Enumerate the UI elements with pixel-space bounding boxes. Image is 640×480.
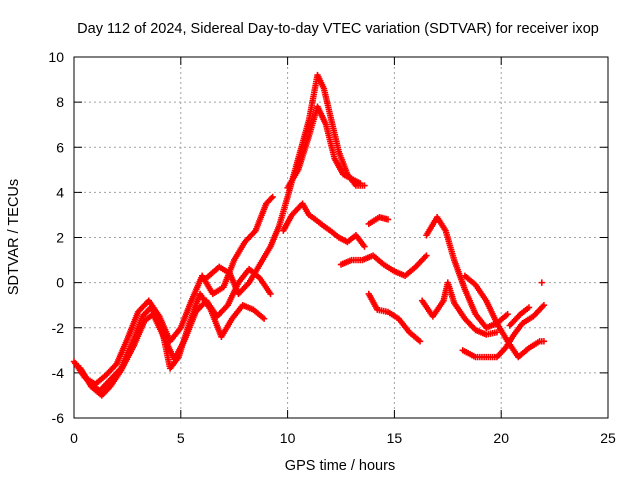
y-axis-label: SDTVAR / TECUs xyxy=(6,179,22,295)
data-point xyxy=(538,279,545,286)
data-point xyxy=(423,252,430,259)
x-tick-label: 10 xyxy=(280,430,296,446)
x-tick-label: 25 xyxy=(600,430,616,446)
y-tick-label: 4 xyxy=(56,184,64,200)
x-tick-labels: 0 5 10 15 20 25 xyxy=(70,430,616,446)
y-tick-label: 0 xyxy=(56,275,64,291)
y-tick-label: -6 xyxy=(52,410,65,426)
x-tick-label: 0 xyxy=(70,430,78,446)
x-tick-label: 20 xyxy=(493,430,509,446)
data-point xyxy=(260,315,268,322)
series-points xyxy=(70,71,548,399)
y-tick-label: -4 xyxy=(52,365,65,381)
data-point xyxy=(267,290,274,298)
data-point xyxy=(493,329,501,336)
x-tick-label: 5 xyxy=(177,430,185,446)
y-tick-labels: -6 -4 -2 0 2 4 6 8 10 xyxy=(48,49,64,426)
y-tick-label: 6 xyxy=(56,139,64,155)
data-point xyxy=(540,338,548,345)
y-tick-label: -2 xyxy=(52,320,65,336)
data-point xyxy=(269,193,276,201)
x-tick-label: 15 xyxy=(387,430,403,446)
data-point xyxy=(525,304,533,311)
y-tick-label: 8 xyxy=(56,94,64,110)
data-point xyxy=(361,243,368,250)
data-point xyxy=(384,216,392,223)
chart-title: Day 112 of 2024, Sidereal Day-to-day VTE… xyxy=(77,21,599,37)
y-tick-label: 10 xyxy=(48,49,64,65)
data-point xyxy=(361,182,368,189)
data-point xyxy=(416,338,424,345)
data-point xyxy=(504,311,511,318)
data-point xyxy=(357,180,364,187)
data-point xyxy=(540,301,548,309)
y-tick-label: 2 xyxy=(56,230,64,246)
x-axis-label: GPS time / hours xyxy=(285,458,395,474)
